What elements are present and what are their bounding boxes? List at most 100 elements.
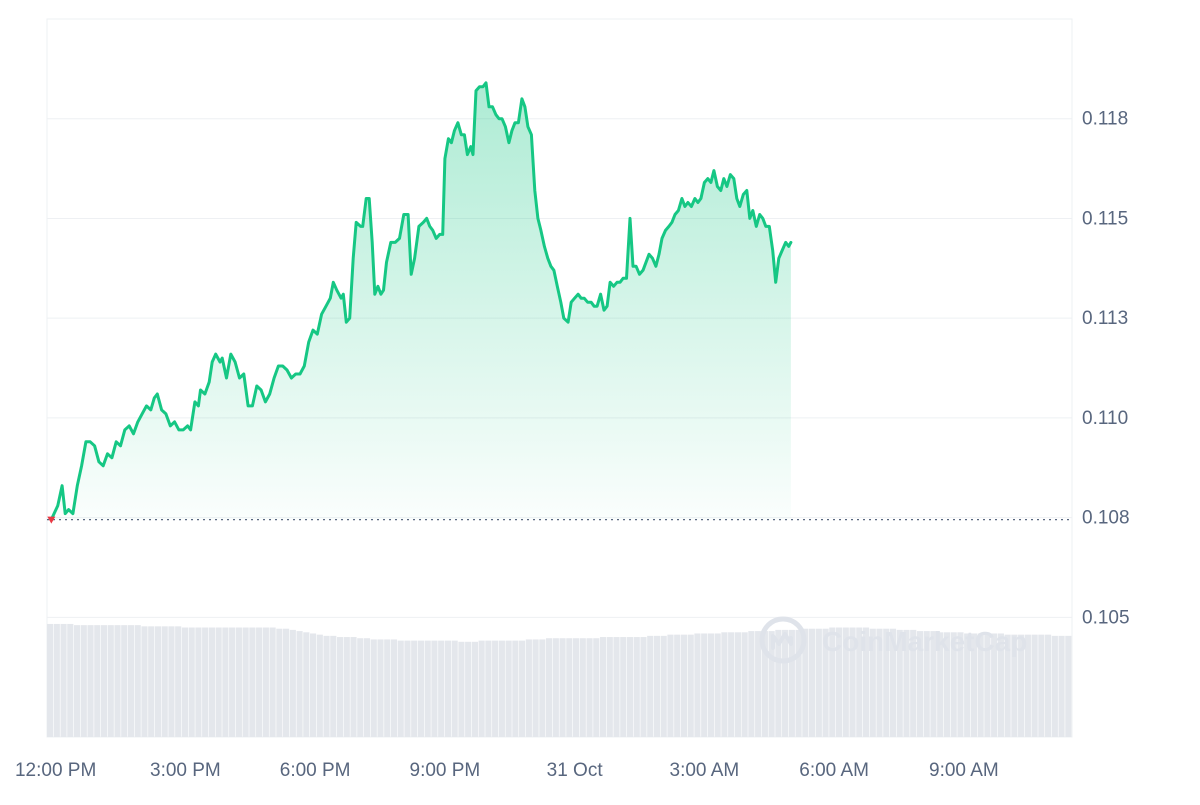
x-tick-label: 6:00 PM: [280, 760, 351, 781]
volume-bar: [721, 632, 728, 737]
y-tick-label: 0.113: [1082, 308, 1128, 329]
volume-bar: [235, 627, 242, 737]
volume-bar: [519, 640, 526, 737]
volume-bar: [768, 631, 775, 737]
volume-bar: [181, 627, 189, 737]
volume-bar: [869, 628, 876, 737]
volume-bar: [121, 625, 128, 737]
volume-bar: [991, 633, 998, 737]
volume-bar: [1058, 635, 1065, 737]
volume-bar: [316, 634, 323, 737]
x-tick-label: 9:00 AM: [929, 760, 999, 781]
volume-bar: [377, 639, 384, 737]
volume-bar: [856, 627, 863, 737]
volume-bar: [188, 627, 195, 737]
x-tick-label: 3:00 AM: [670, 760, 740, 781]
volume-bar: [626, 637, 634, 737]
volume-bar: [680, 634, 688, 737]
volume-bar: [755, 631, 762, 737]
volume-bar: [417, 640, 425, 737]
volume-bar: [606, 637, 613, 737]
volume-bar: [498, 640, 505, 737]
price-line: [49, 81, 793, 522]
volume-bar: [80, 625, 87, 737]
volume-bar: [883, 628, 890, 737]
volume-bar: [775, 629, 782, 737]
volume-bar: [1011, 634, 1018, 737]
volume-bar: [849, 627, 856, 737]
coinmarketcap-logo-icon: [759, 616, 807, 664]
volume-bar: [444, 640, 452, 737]
volume-bar: [647, 635, 654, 737]
volume-bar: [964, 633, 971, 737]
volume-bar: [977, 633, 984, 737]
volume-bar: [701, 633, 708, 737]
volume-bar: [492, 640, 499, 737]
volume-bar: [390, 639, 398, 737]
volume-bar: [910, 629, 917, 737]
volume-bar: [60, 623, 67, 737]
volume-bar: [100, 625, 108, 737]
volume-bar: [896, 629, 903, 737]
volume-bar: [957, 632, 964, 737]
volume-bar: [795, 629, 802, 737]
start-price-marker: [47, 516, 56, 524]
volume-bar: [599, 637, 607, 737]
volume-bars: [47, 623, 1072, 737]
volume-bar: [256, 627, 263, 737]
volume-bar: [343, 637, 350, 737]
volume-bar: [73, 625, 81, 737]
volume-bar: [586, 638, 593, 737]
volume-bar: [734, 632, 741, 737]
volume-bar: [552, 638, 559, 737]
volume-bar: [505, 640, 512, 737]
volume-bar: [249, 627, 256, 737]
volume-bar: [195, 627, 202, 737]
price-line-path: [49, 81, 793, 522]
y-tick-label: 0.105: [1082, 607, 1130, 628]
volume-bar: [1018, 634, 1025, 737]
volume-bar: [262, 627, 269, 737]
volume-bar: [202, 627, 209, 737]
y-tick-label: 0.110: [1082, 408, 1128, 429]
volume-bar: [930, 631, 937, 737]
x-axis-ticks: 12:00 PM 3:00 PM 6:00 PM 9:00 PM 31 Oct 3:00 …: [15, 760, 999, 781]
volume-bar: [53, 623, 60, 737]
volume-bar: [970, 633, 977, 737]
volume-bar: [782, 629, 789, 737]
volume-bar: [539, 639, 546, 737]
volume-bar: [593, 638, 600, 737]
volume-bar: [269, 627, 276, 737]
volume-bar: [923, 631, 930, 737]
volume-bar: [660, 635, 667, 737]
start-marker: [47, 516, 56, 524]
volume-bar: [1045, 634, 1052, 737]
volume-bar: [984, 633, 991, 737]
volume-bar: [694, 633, 701, 737]
volume-bar: [741, 632, 748, 737]
volume-bar: [397, 640, 404, 737]
volume-bar: [687, 634, 694, 737]
volume-bar: [276, 628, 283, 737]
y-tick-label: 0.118: [1082, 109, 1128, 130]
x-tick-label: 3:00 PM: [150, 760, 221, 781]
volume-bar: [438, 640, 445, 737]
price-area-fill: [51, 82, 791, 520]
volume-bar: [323, 635, 330, 737]
volume-bar: [168, 626, 175, 737]
volume-bar: [1038, 634, 1045, 737]
volume-bar: [370, 639, 377, 737]
volume-bar: [728, 632, 735, 737]
volume-bar: [47, 623, 54, 737]
volume-bar: [384, 639, 391, 737]
volume-bar: [229, 627, 236, 737]
volume-bar: [835, 627, 843, 737]
volume-bar: [937, 632, 944, 737]
x-tick-label: 12:00 PM: [15, 760, 96, 781]
volume-bar: [465, 641, 472, 737]
volume-bar: [950, 632, 957, 737]
volume-bar: [876, 628, 883, 737]
volume-bar: [363, 638, 371, 737]
volume-bar: [357, 638, 364, 737]
x-tick-label: 6:00 AM: [799, 760, 869, 781]
